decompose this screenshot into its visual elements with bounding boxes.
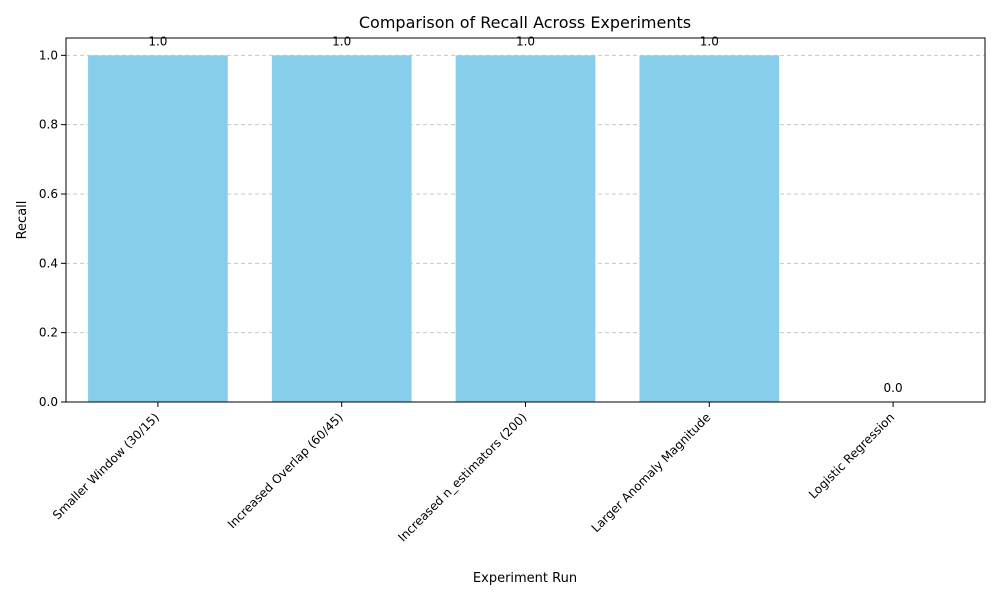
y-tick-label: 1.0 [39, 48, 58, 62]
x-tick-label: Logistic Regression [806, 410, 897, 501]
bar [271, 55, 412, 402]
y-tick-label: 0.4 [39, 256, 58, 270]
bar [88, 55, 228, 402]
bar [455, 55, 596, 402]
x-tick-label: Increased Overlap (60/45) [225, 410, 346, 531]
x-tick-label: Increased n_estimators (200) [395, 410, 529, 544]
y-tick-label: 0.2 [39, 326, 58, 340]
bar-value-label: 1.0 [148, 34, 167, 48]
bar [639, 55, 780, 402]
bar-value-label: 1.0 [332, 34, 351, 48]
y-tick-label: 0.0 [39, 395, 58, 409]
bar-layer [88, 55, 780, 402]
bar-value-label: 1.0 [516, 34, 535, 48]
x-tick-label: Larger Anomaly Magnitude [589, 410, 714, 535]
chart-title: Comparison of Recall Across Experiments [359, 13, 691, 32]
x-axis-label: Experiment Run [473, 571, 577, 586]
label-layer: 1.0 1.0 1.0 1.0 0.0 [148, 34, 902, 395]
y-axis-label: Recall [15, 201, 30, 240]
bar-value-label: 0.0 [884, 381, 903, 395]
y-tick-label: 0.8 [39, 118, 58, 132]
bar-value-label: 1.0 [700, 34, 719, 48]
x-tick-label: Smaller Window (30/15) [50, 410, 162, 522]
y-tick-label: 0.6 [39, 187, 58, 201]
